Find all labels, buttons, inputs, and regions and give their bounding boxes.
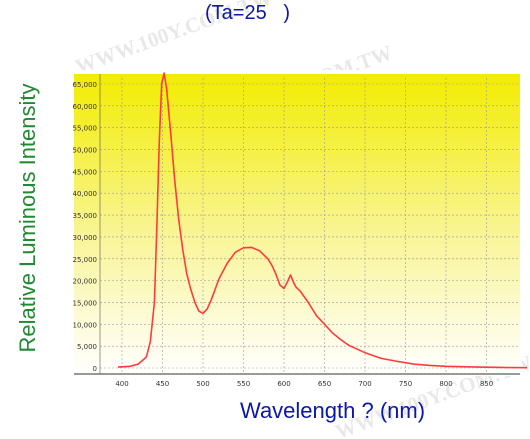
x-tick-label: 750 (399, 380, 412, 388)
y-tick-label: 10,000 (73, 321, 98, 329)
y-tick-label: 60,000 (73, 103, 98, 111)
y-tick-label: 45,000 (73, 168, 98, 176)
y-tick-label: 5,000 (77, 343, 97, 351)
x-tick-label: 650 (318, 380, 331, 388)
x-tick-label: 400 (115, 380, 128, 388)
series-group (117, 72, 528, 369)
y-tick-label: 20,000 (73, 278, 98, 286)
x-tick-label: 550 (237, 380, 250, 388)
x-tick-label: 850 (480, 380, 493, 388)
y-tick-label: 65,000 (73, 81, 98, 89)
y-tick-labels: 0 5,000 10,000 15,000 20,000 25,000 30,000 35,0… (73, 81, 98, 373)
y-tick-label: 55,000 (73, 125, 98, 133)
grid (100, 78, 520, 374)
y-tick-label: 50,000 (73, 147, 98, 155)
y-tick-label: 40,000 (73, 190, 98, 198)
y-tick-label: 35,000 (73, 212, 98, 220)
x-tick-label: 800 (439, 380, 452, 388)
x-tick-label: 500 (196, 380, 209, 388)
x-tick-label: 700 (358, 380, 371, 388)
x-tick-label: 450 (156, 380, 169, 388)
spectrum-line (117, 72, 528, 369)
y-tick-label: 30,000 (73, 234, 98, 242)
chart-title: (Ta=25 ) (205, 2, 291, 24)
x-tick-labels: 400 450 500 550 600 650 700 750 800 850 (115, 380, 493, 388)
x-axis-label: Wavelength ? (nm) (240, 398, 426, 423)
y-tick-label: 25,000 (73, 256, 98, 264)
y-tick-label: 15,000 (73, 299, 98, 307)
x-tick-label: 600 (277, 380, 290, 388)
y-tick-label: 0 (93, 365, 97, 373)
plot-area (74, 74, 520, 374)
